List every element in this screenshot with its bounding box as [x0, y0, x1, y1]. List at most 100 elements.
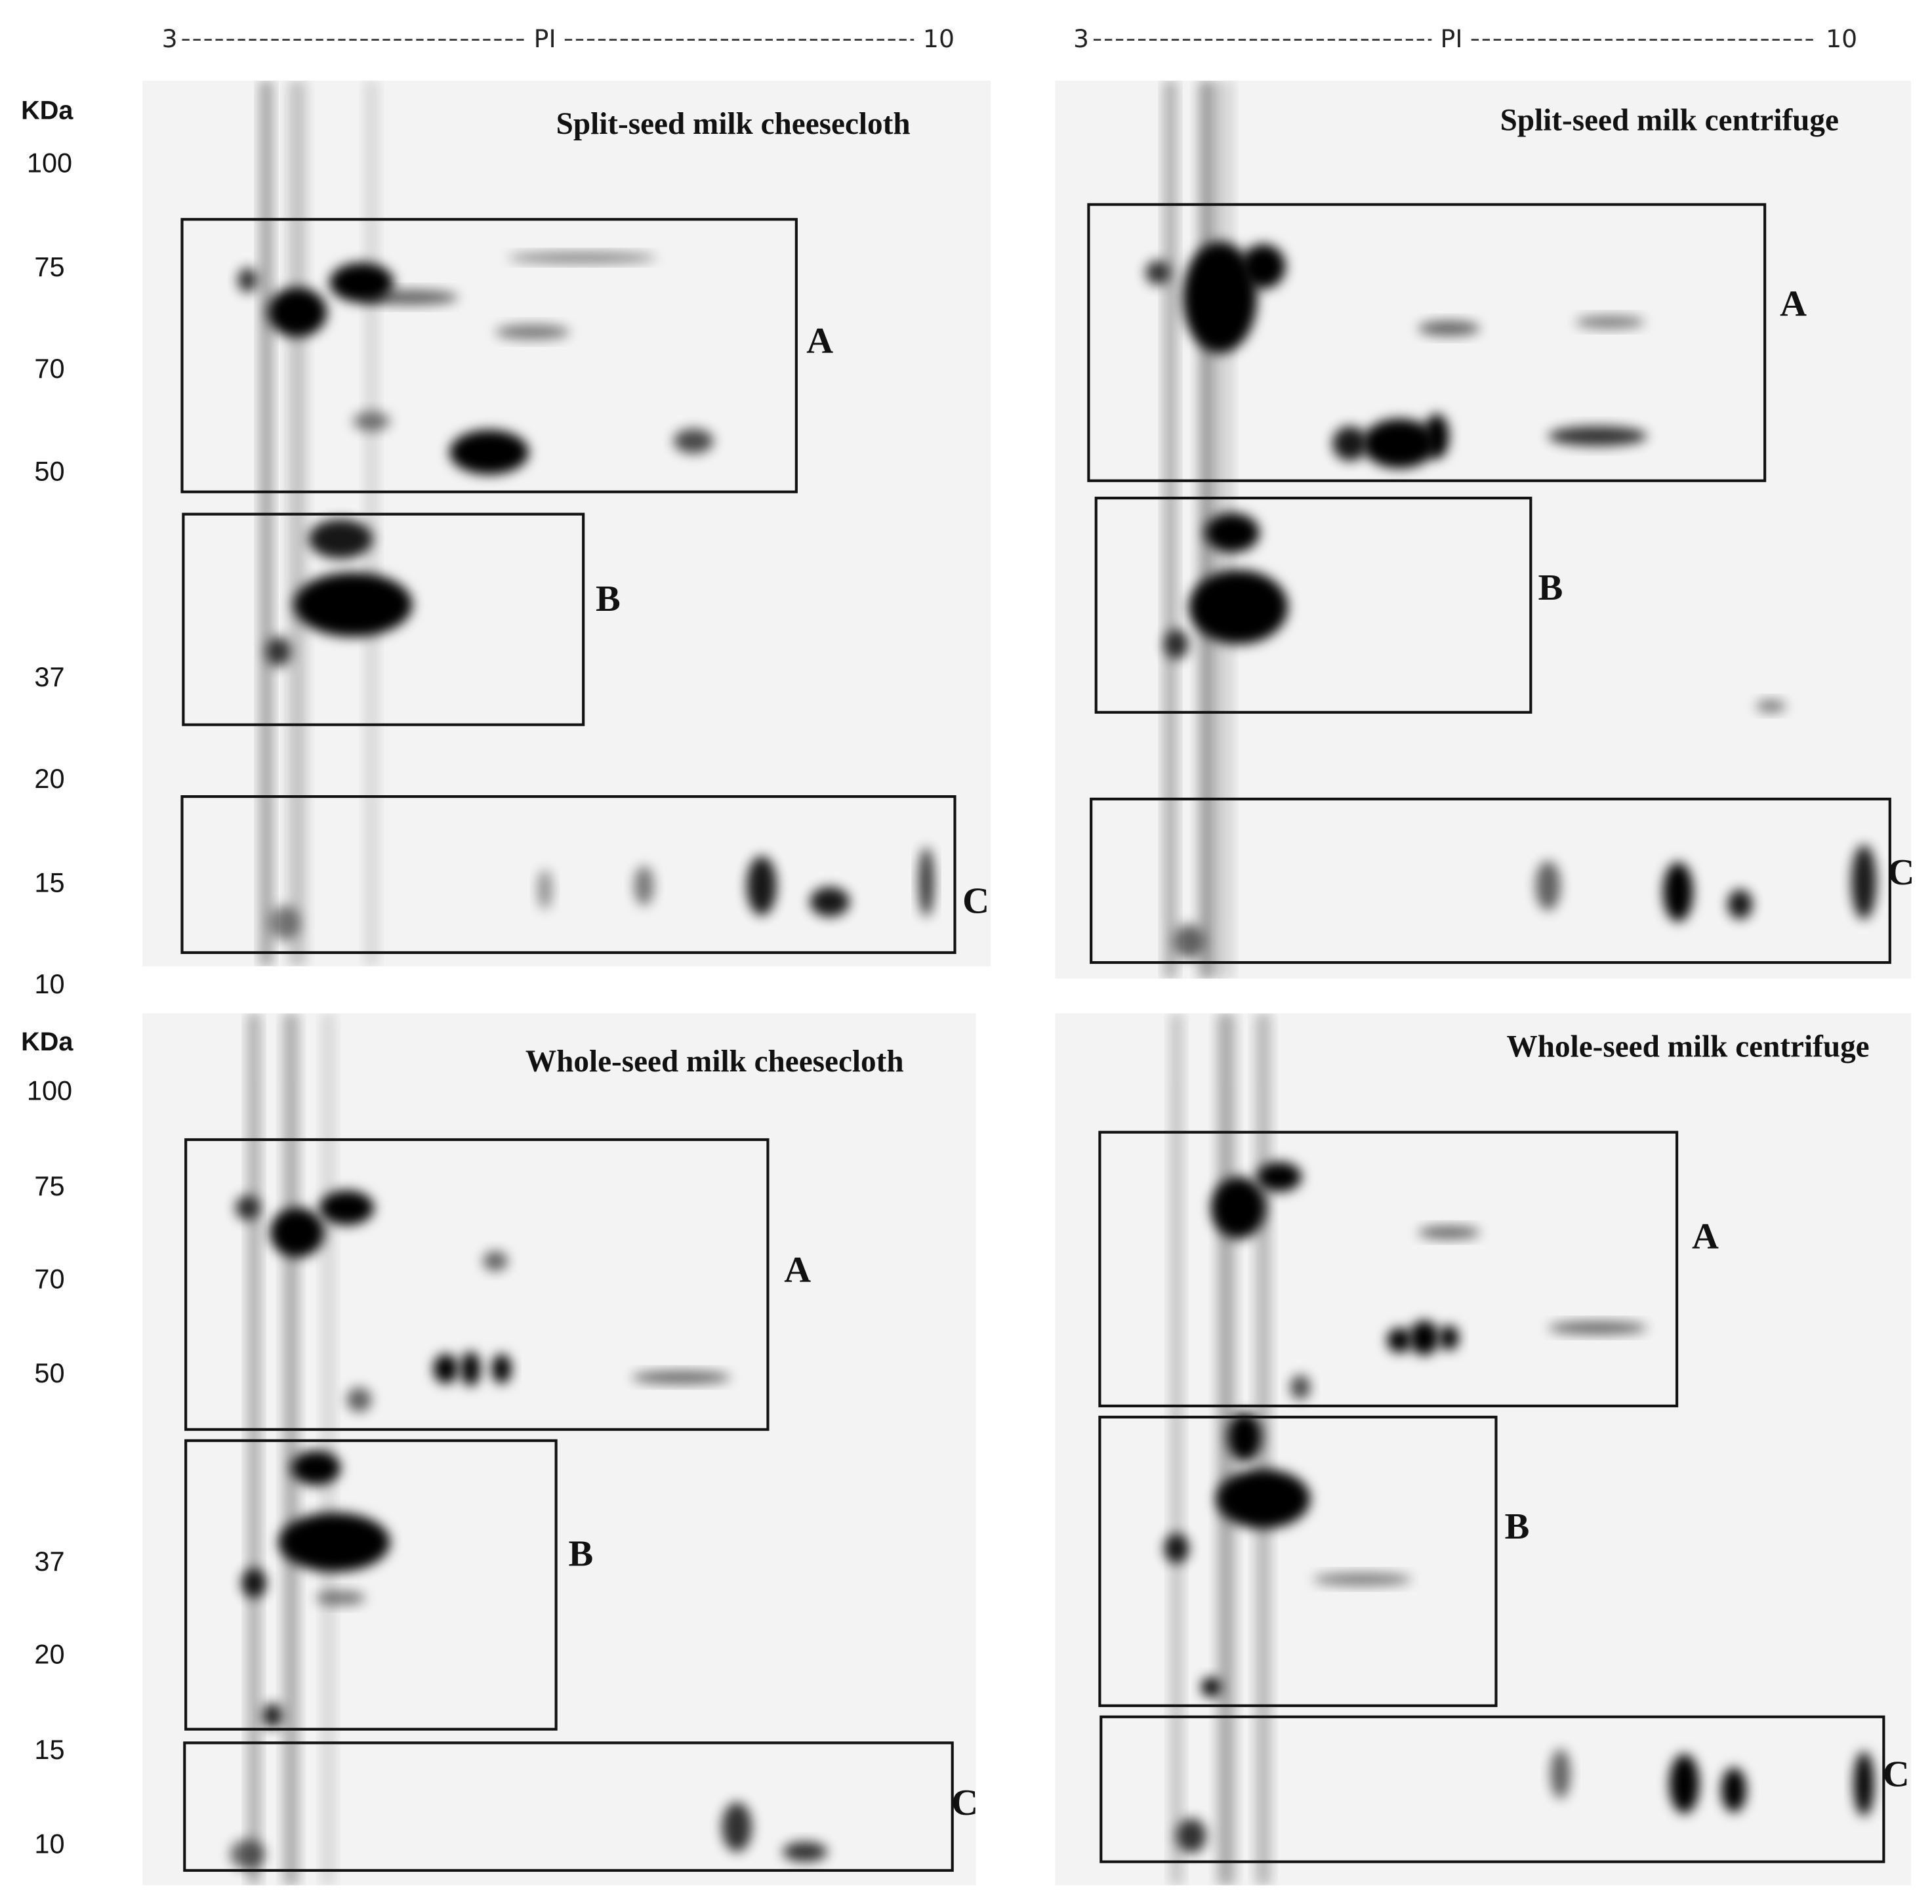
gel-streak — [283, 1013, 298, 1886]
protein-spot — [483, 1251, 508, 1272]
protein-spot — [237, 267, 258, 293]
panel-title: Whole-seed milk centrifuge — [1507, 1030, 1870, 1064]
kda-label: 15 — [34, 1734, 64, 1765]
kda-label: 100 — [27, 1075, 72, 1106]
kda-label: 37 — [34, 1546, 64, 1577]
protein-spot — [308, 519, 373, 559]
kda-unit: KDa — [21, 96, 73, 125]
protein-spot — [1211, 1176, 1266, 1239]
protein-spot — [634, 865, 654, 906]
protein-spot — [1216, 1469, 1311, 1529]
protein-spot — [267, 287, 327, 337]
protein-spot — [918, 847, 934, 917]
kda-label: 20 — [34, 763, 64, 794]
protein-spot — [230, 1839, 265, 1869]
protein-spot — [631, 1371, 731, 1384]
region-label: B — [1538, 568, 1563, 608]
kda-label: 75 — [34, 1170, 64, 1201]
protein-spot — [673, 428, 714, 454]
kda-label: 75 — [34, 251, 64, 282]
protein-spot — [278, 1512, 390, 1572]
protein-spot — [1332, 426, 1368, 461]
protein-spot — [495, 324, 570, 340]
gel-image — [230, 1013, 828, 1886]
axis-end: 10 — [923, 24, 955, 53]
kda-label: 37 — [34, 661, 64, 692]
gel-background — [142, 80, 991, 966]
gel-streak — [321, 1013, 335, 1886]
gel-streak — [365, 80, 378, 966]
axis-end: 10 — [1826, 24, 1857, 53]
protein-spot — [319, 1190, 375, 1226]
protein-spot — [1387, 1327, 1412, 1353]
protein-spot — [235, 1195, 260, 1220]
protein-spot — [1535, 861, 1561, 911]
region-label: C — [1883, 1754, 1910, 1794]
protein-spot — [241, 1568, 266, 1598]
region-label: C — [1887, 852, 1914, 893]
region-box — [184, 1439, 558, 1731]
protein-spot — [1851, 844, 1877, 919]
axis-mid: PI — [1441, 24, 1463, 53]
region-box — [184, 1138, 770, 1431]
protein-spot — [293, 572, 413, 637]
region-box — [182, 512, 585, 726]
protein-spot — [508, 253, 657, 263]
protein-spot — [1174, 924, 1204, 959]
kda-label: 10 — [34, 1828, 64, 1859]
region-box — [1100, 1715, 1885, 1863]
region-label: A — [806, 321, 833, 362]
region-box — [1094, 497, 1532, 714]
protein-spot — [1424, 413, 1449, 459]
gel-streak — [288, 80, 306, 966]
protein-spot — [1189, 569, 1288, 644]
kda-label: 70 — [34, 353, 64, 384]
gel-streak — [1170, 1013, 1183, 1886]
gel-background — [1055, 1013, 1911, 1886]
protein-spot — [359, 289, 459, 305]
protein-spot — [262, 1703, 283, 1728]
protein-spot — [747, 856, 777, 916]
protein-spot — [1164, 629, 1189, 659]
protein-spot — [270, 905, 300, 941]
protein-spot — [1575, 316, 1645, 329]
protein-spot — [316, 1590, 365, 1605]
gel-streak — [1256, 1013, 1271, 1886]
protein-spot — [1854, 1751, 1874, 1816]
protein-spot — [461, 1351, 481, 1386]
protein-spot — [433, 1354, 459, 1384]
region-box — [180, 218, 798, 493]
protein-spot — [1727, 889, 1753, 919]
protein-spot — [1439, 1325, 1459, 1350]
protein-spot — [291, 1450, 341, 1485]
protein-spot — [353, 411, 390, 432]
kda-label: 50 — [34, 456, 64, 487]
protein-spot — [1164, 1533, 1189, 1563]
protein-spot — [1204, 512, 1260, 553]
axis-start: 3 — [162, 24, 178, 53]
kda-unit: KDa — [21, 1027, 73, 1056]
region-box — [180, 795, 956, 955]
region-label: B — [1505, 1506, 1530, 1547]
gel-panel: A B C Split-seed milk cheesecloth — [142, 80, 991, 966]
protein-spot — [266, 636, 291, 667]
protein-spot — [449, 430, 529, 475]
panel-title: Split-seed milk cheesecloth — [556, 107, 911, 141]
region-box — [183, 1741, 954, 1872]
gel-panel: A B C Whole-seed milk centrifuge — [1055, 1013, 1911, 1886]
axis-start: 3 — [1073, 24, 1089, 53]
panel-title: Split-seed milk centrifuge — [1500, 103, 1839, 137]
region-label: A — [1780, 284, 1807, 325]
protein-spot — [1756, 699, 1786, 713]
protein-spot — [1182, 241, 1258, 354]
gel-background — [1055, 80, 1911, 979]
kda-label: 100 — [27, 148, 72, 178]
kda-label: 50 — [34, 1357, 64, 1388]
gel-streak — [247, 1013, 260, 1886]
protein-spot — [783, 1842, 828, 1862]
protein-spot — [1550, 1749, 1571, 1799]
region-box — [1090, 797, 1891, 964]
gel-image — [1164, 1013, 1874, 1886]
protein-spot — [1145, 260, 1170, 285]
